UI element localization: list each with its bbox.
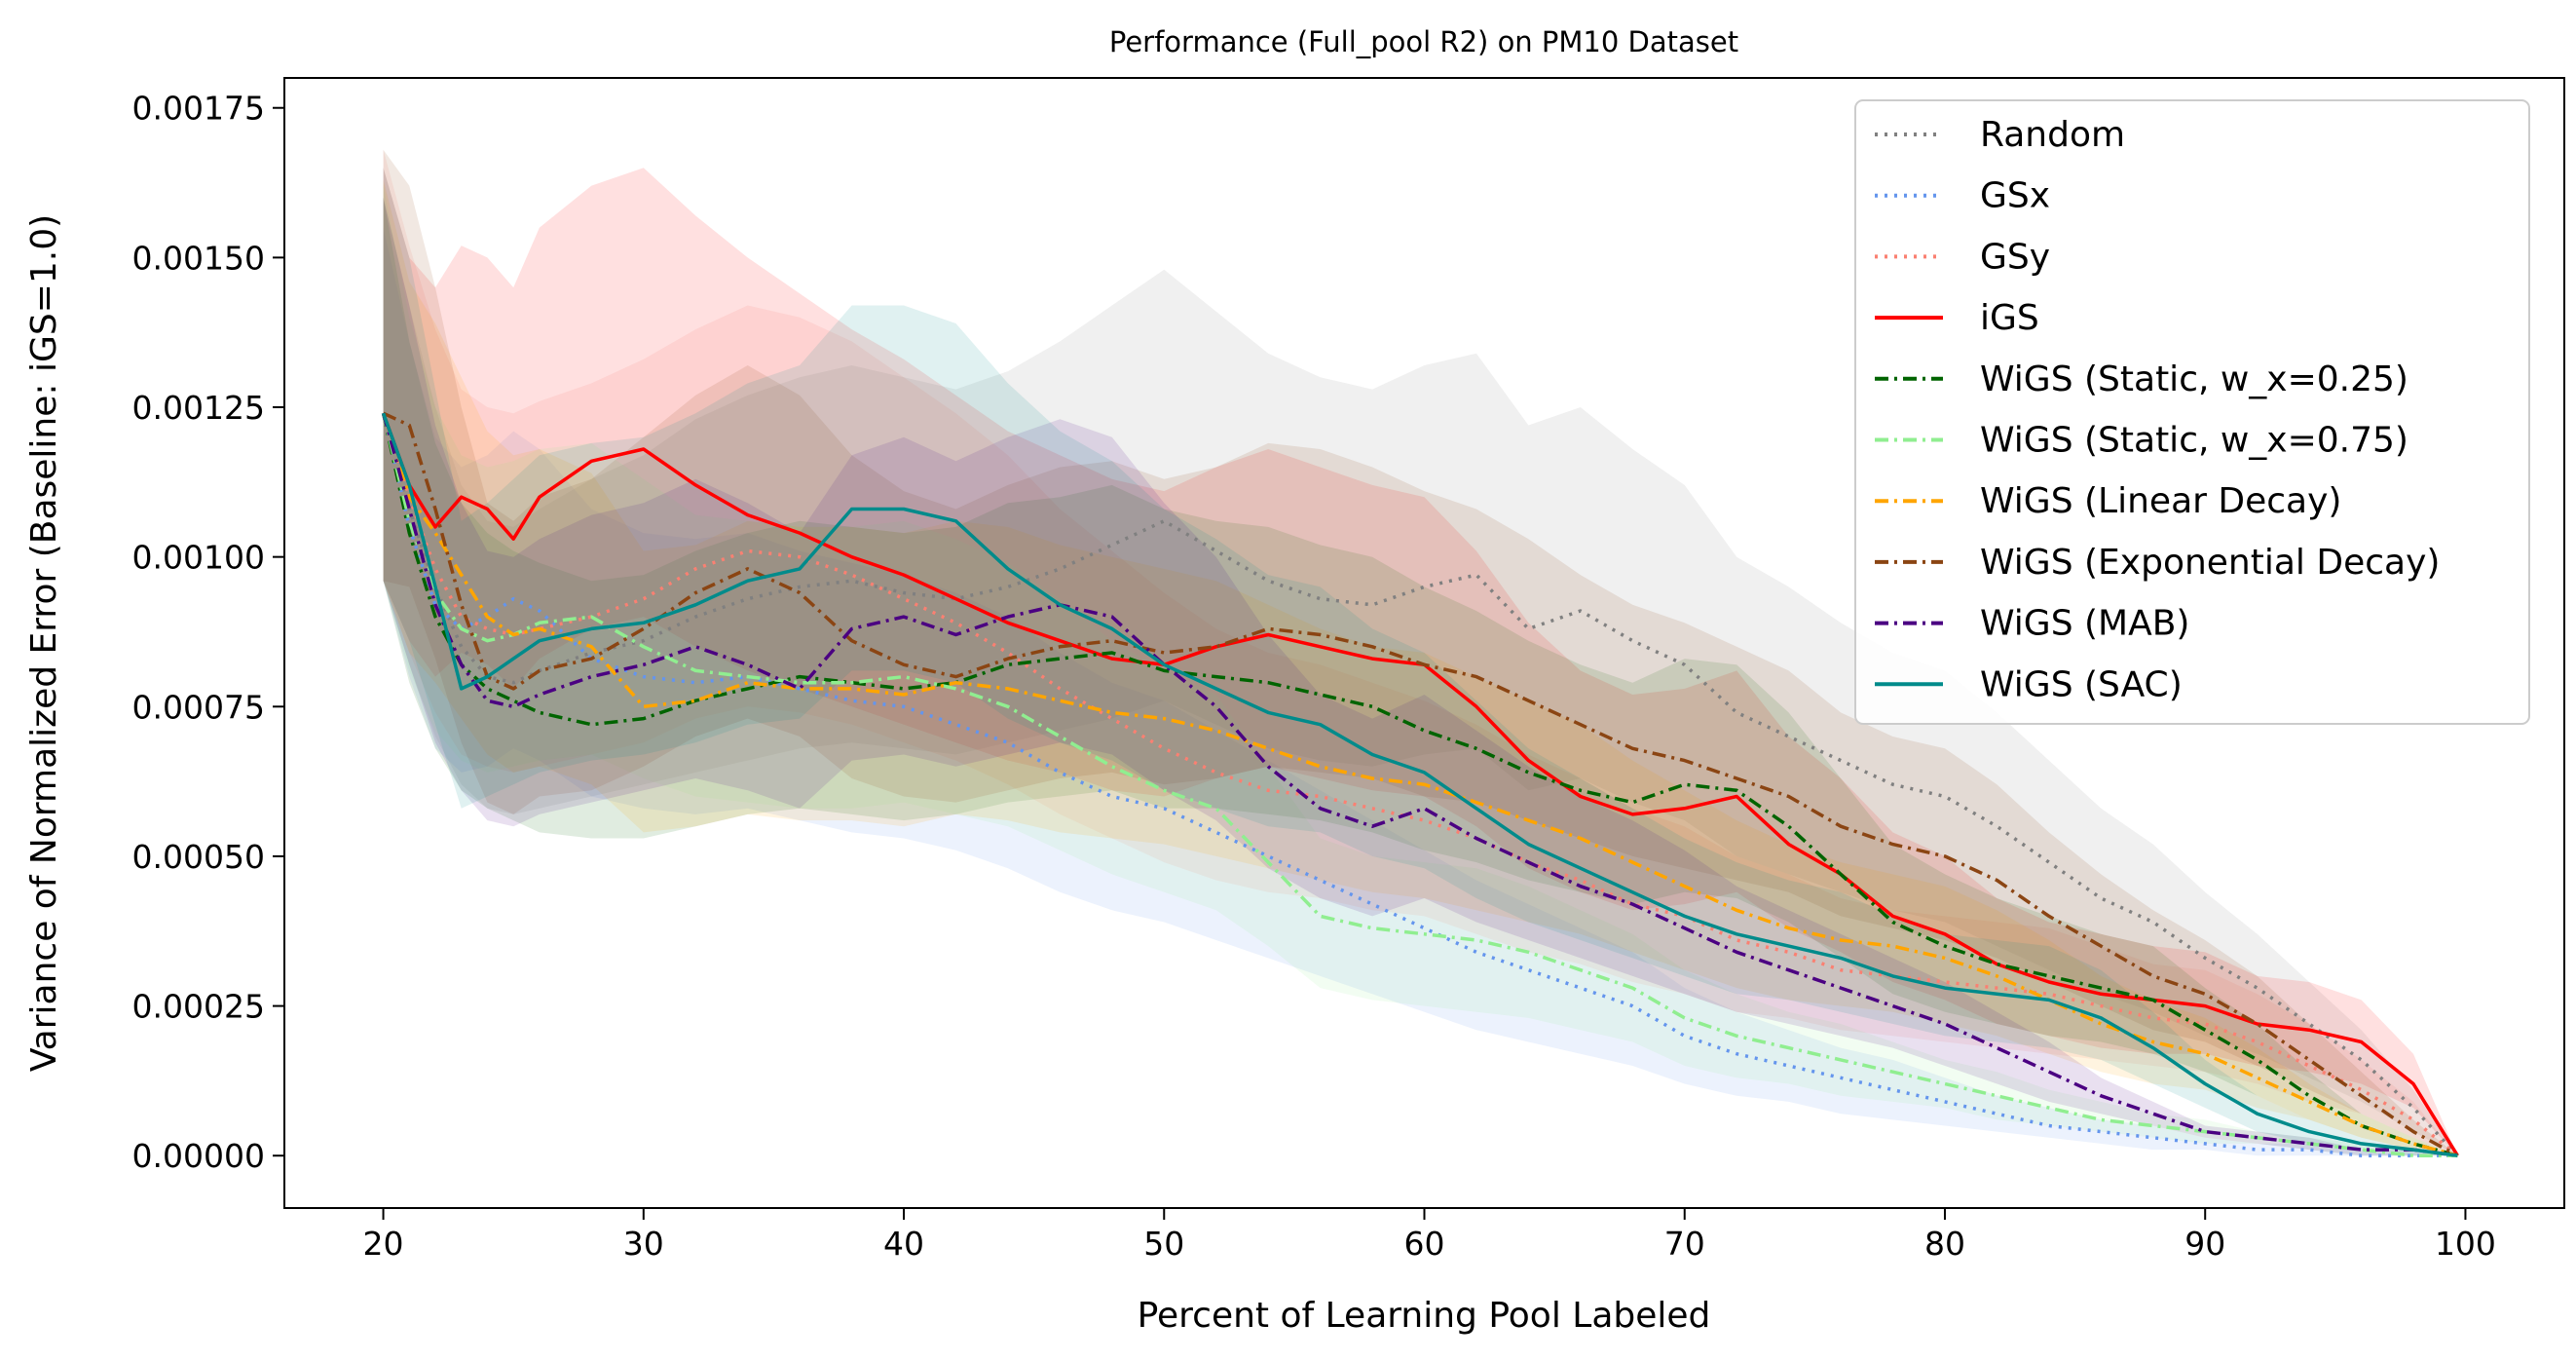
chart-title: Performance (Full_pool R2) on PM10 Datas… <box>1109 25 1738 58</box>
legend-label-2: GSy <box>1980 237 2050 277</box>
legend: Random GSx GSy iGS WiGS (Static, w_x=0.25) Wi… <box>1854 99 2530 725</box>
band-series-5 <box>383 185 2458 1156</box>
y-axis-label: Variance of Normalized Error (Baseline: … <box>24 214 64 1072</box>
band-series-2 <box>383 149 2458 1156</box>
x-tick-label: 70 <box>1664 1225 1705 1263</box>
x-axis: 20 30 40 50 60 70 80 90 100 <box>363 1208 2496 1263</box>
legend-label-3: iGS <box>1980 298 2039 338</box>
legend-label-7: WiGS (Exponential Decay) <box>1980 543 2440 583</box>
line-series-9 <box>381 412 2458 1157</box>
y-tick-label: 0.00125 <box>132 389 265 427</box>
legend-label-5: WiGS (Static, w_x=0.75) <box>1980 421 2408 461</box>
legend-label-4: WiGS (Static, w_x=0.25) <box>1980 359 2408 399</box>
band-series-1 <box>383 227 2458 1156</box>
legend-label-8: WiGS (MAB) <box>1980 604 2189 644</box>
legend-label-0: Random <box>1980 115 2125 155</box>
band-series-0 <box>383 197 2458 1156</box>
x-tick-label: 60 <box>1404 1225 1445 1263</box>
line-series-6 <box>381 412 2458 1157</box>
y-tick-label: 0.00075 <box>132 688 265 726</box>
line-series-3 <box>381 412 2459 1157</box>
y-tick-label: 0.00050 <box>132 838 265 876</box>
line-series-8 <box>381 412 2458 1157</box>
y-tick-label: 0.00000 <box>132 1137 265 1175</box>
x-tick-label: 100 <box>2435 1225 2496 1263</box>
x-tick-label: 30 <box>623 1225 664 1263</box>
y-axis: 0.00000 0.00025 0.00050 0.00075 0.00100 0.001… <box>132 90 284 1175</box>
legend-label-6: WiGS (Linear Decay) <box>1980 481 2341 521</box>
x-tick-label: 20 <box>363 1225 404 1263</box>
y-tick-label: 0.00025 <box>132 988 265 1026</box>
line-series-7 <box>382 411 2459 1157</box>
x-tick-label: 40 <box>883 1225 924 1263</box>
band-series-4 <box>383 197 2458 1156</box>
x-tick-label: 90 <box>2184 1225 2225 1263</box>
x-tick-label: 50 <box>1143 1225 1184 1263</box>
legend-label-1: GSx <box>1980 176 2050 216</box>
band-series-7 <box>383 149 2458 1156</box>
x-tick-label: 80 <box>1924 1225 1965 1263</box>
series-lines <box>381 411 2459 1157</box>
y-tick-label: 0.00175 <box>132 90 265 128</box>
x-axis-label: Percent of Learning Pool Labeled <box>1138 1296 1711 1336</box>
line-series-4 <box>381 412 2458 1157</box>
line-series-0 <box>381 412 2459 1157</box>
legend-box <box>1854 99 2530 725</box>
legend-label-9: WiGS (SAC) <box>1980 664 2183 704</box>
y-tick-label: 0.00100 <box>132 539 265 577</box>
band-series-6 <box>383 179 2458 1156</box>
line-series-2 <box>381 412 2459 1157</box>
line-series-5 <box>381 412 2458 1157</box>
y-tick-label: 0.00150 <box>132 239 265 277</box>
